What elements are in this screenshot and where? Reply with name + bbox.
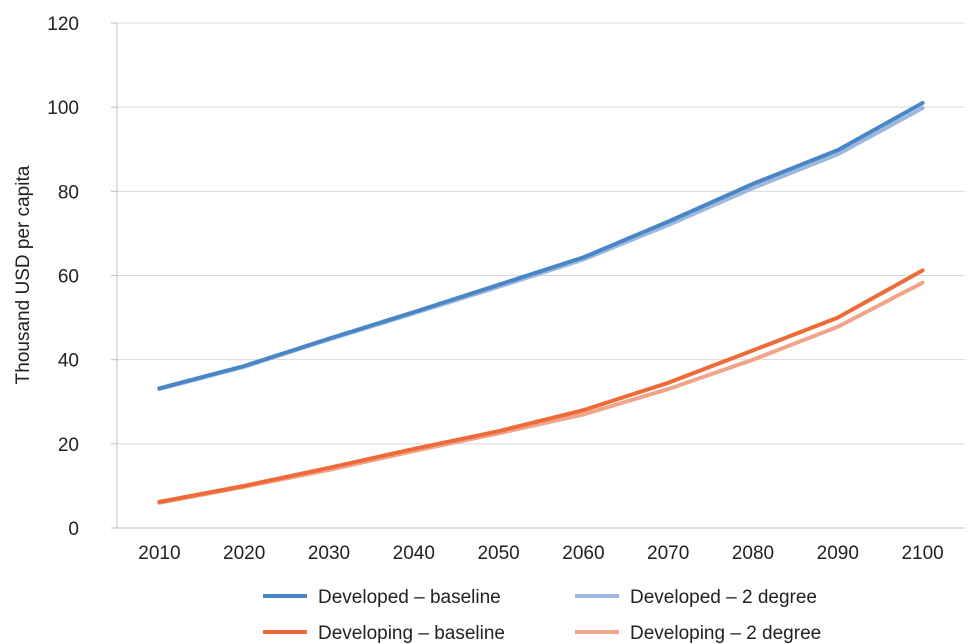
x-tick-label: 2010 (138, 543, 180, 564)
y-tick-label: 0 (68, 519, 79, 540)
series-lines (157, 101, 925, 505)
x-tick-label: 2050 (477, 543, 519, 564)
y-tick-labels: 0 20 40 60 80 100 120 (47, 14, 79, 540)
y-axis-label: Thousand USD per capita (13, 165, 34, 384)
x-tick-label: 2060 (562, 543, 604, 564)
x-tick-label: 2030 (308, 543, 350, 564)
y-tick-label: 100 (47, 98, 79, 119)
x-tick-label: 2070 (647, 543, 689, 564)
legend-label: Developed – baseline (318, 587, 501, 608)
y-tick-label: 120 (47, 14, 79, 35)
y-tick-label: 80 (58, 182, 79, 203)
y-tick-label: 20 (58, 435, 79, 456)
series-line-3 (157, 280, 925, 505)
x-tick-label: 2040 (393, 543, 435, 564)
grid-lines (117, 22, 965, 445)
x-tick-label: 2080 (732, 543, 774, 564)
x-tick-label: 2020 (223, 543, 265, 564)
axes (111, 22, 965, 529)
series-line-0 (157, 101, 925, 391)
x-tick-label: 2100 (901, 543, 943, 564)
legend-label: Developing – baseline (318, 623, 505, 644)
legend-label: Developed – 2 degree (630, 587, 817, 608)
x-tick-label: 2090 (817, 543, 859, 564)
legend-label: Developing – 2 degree (630, 623, 821, 644)
legend: Developed – baseline Developed – 2 degree… (263, 587, 821, 644)
series-line-2 (157, 268, 925, 504)
x-tick-labels: 2010 2020 2030 2040 2050 2060 2070 2080 2090 2100 (138, 543, 943, 564)
y-tick-label: 60 (58, 267, 79, 288)
y-tick-label: 40 (58, 351, 79, 372)
series-line-1 (157, 106, 925, 392)
